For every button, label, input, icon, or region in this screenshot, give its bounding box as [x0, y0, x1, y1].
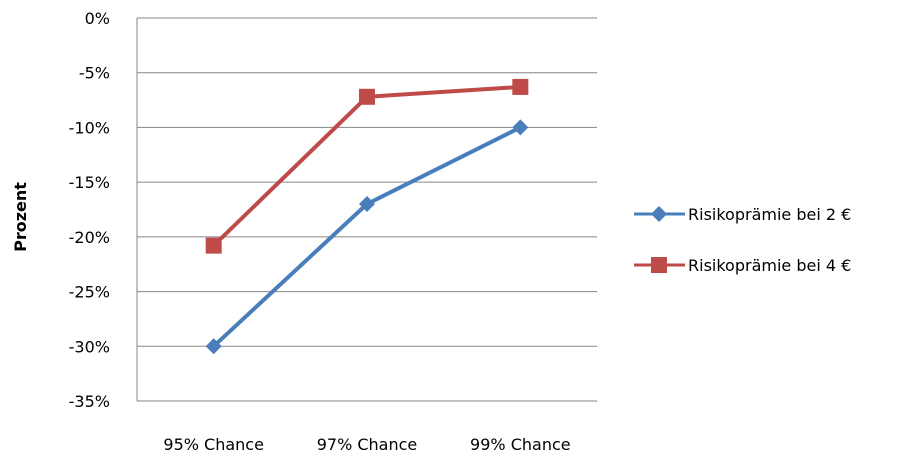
legend-label: Risikoprämie bei 2 €: [688, 205, 851, 224]
legend-marker: [651, 257, 667, 273]
data-point: [359, 196, 375, 213]
legend-label: Risikoprämie bei 4 €: [688, 256, 851, 275]
series-1: [205, 119, 529, 355]
y-axis-label: Prozent: [11, 182, 30, 252]
y-tick-label: -15%: [69, 173, 110, 192]
legend-marker: [651, 206, 667, 222]
y-tick-label: -30%: [69, 337, 110, 356]
legend-item: Risikoprämie bei 4 €: [634, 256, 851, 275]
data-point: [205, 237, 222, 254]
y-tick-label: -20%: [69, 228, 110, 247]
data-point: [512, 119, 529, 136]
y-tick-label: -35%: [69, 392, 110, 411]
series-line: [212, 84, 521, 248]
data-point: [359, 88, 375, 105]
y-tick-label: -25%: [69, 283, 110, 302]
y-tick-label: -5%: [79, 64, 110, 83]
axes: [136, 18, 597, 402]
series-group: [205, 78, 529, 355]
y-tick-label: -10%: [69, 118, 110, 137]
series-2: [205, 78, 529, 254]
x-tick-label: 95% Chance: [163, 435, 264, 454]
data-point: [512, 78, 529, 95]
legend-item: Risikoprämie bei 2 €: [634, 205, 851, 224]
x-tick-label: 97% Chance: [317, 435, 418, 454]
x-tick-labels: 95% Chance 97% Chance 99% Chance: [163, 435, 570, 454]
y-tick-label: 0%: [85, 9, 110, 28]
data-point: [205, 338, 222, 355]
x-tick-label: 99% Chance: [470, 435, 571, 454]
y-tick-labels: 0% -5% -10% -15% -20% -25% -30% -35%: [69, 9, 110, 411]
legend: Risikoprämie bei 2 € Risikoprämie bei 4 €: [634, 205, 851, 275]
